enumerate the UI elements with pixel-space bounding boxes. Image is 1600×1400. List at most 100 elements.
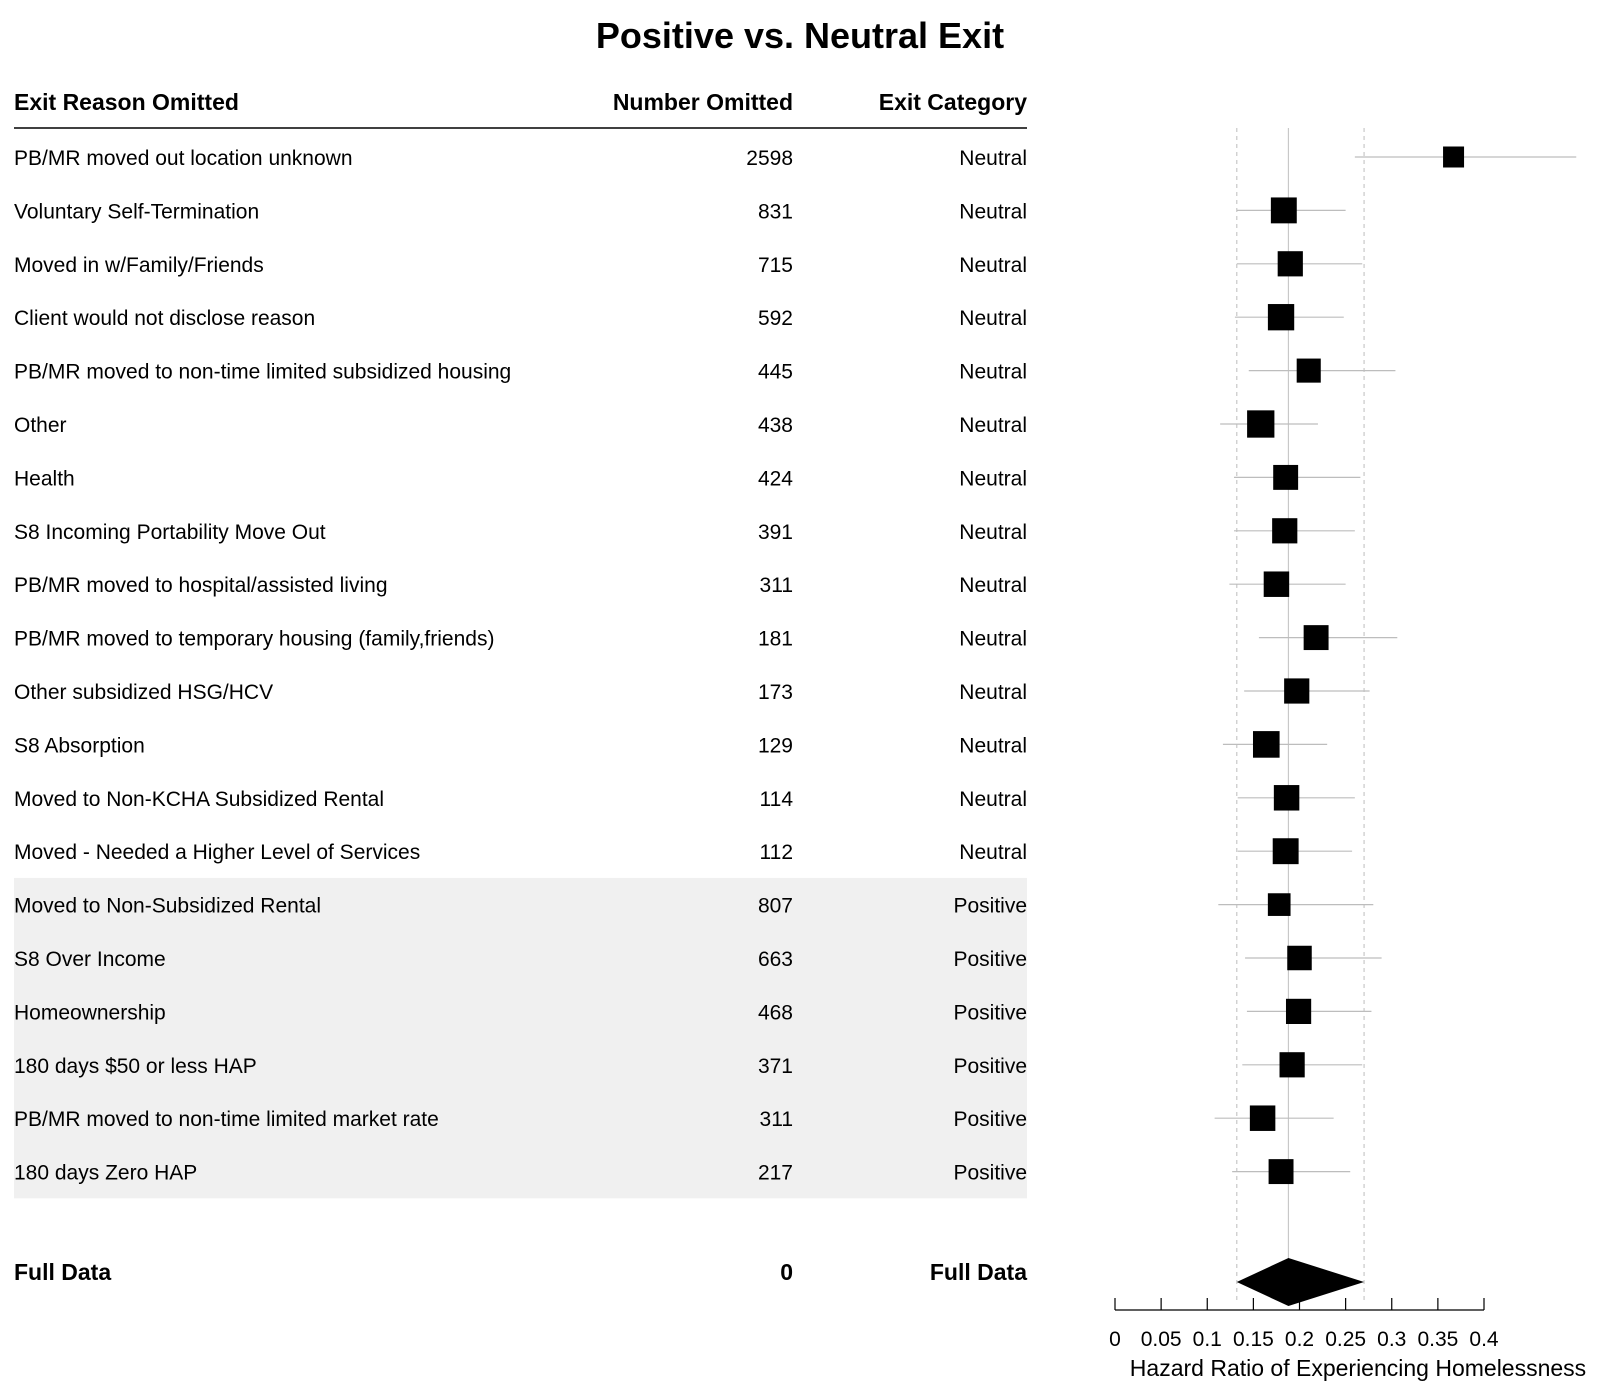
point-estimate-marker — [1287, 945, 1312, 971]
table-row: S8 Over Income 663 Positive — [14, 945, 1382, 971]
table-row: PB/MR moved out location unknown 2598 Neut… — [14, 146, 1577, 170]
row-number-omitted: 715 — [758, 254, 793, 277]
point-estimate-marker — [1247, 410, 1275, 438]
row-exit-category: Positive — [953, 1108, 1027, 1131]
point-estimate-marker — [1277, 251, 1303, 277]
row-number-omitted: 807 — [758, 895, 793, 918]
row-exit-reason: S8 Incoming Portability Move Out — [14, 521, 326, 544]
row-number-omitted: 114 — [760, 788, 794, 811]
table-row: Client would not disclose reason 592 Neutr… — [14, 304, 1344, 331]
table-row: PB/MR moved to temporary housing (family… — [14, 625, 1398, 651]
column-headers: Exit Reason Omitted Number Omitted Exit … — [14, 89, 1027, 115]
row-exit-category: Positive — [953, 1055, 1027, 1078]
point-estimate-marker — [1263, 571, 1290, 597]
x-tick-label: 0.35 — [1417, 1328, 1458, 1351]
row-number-omitted: 424 — [758, 467, 793, 490]
row-exit-reason: 180 days $50 or less HAP — [14, 1055, 257, 1078]
point-estimate-marker — [1296, 358, 1321, 383]
row-exit-reason: 180 days Zero HAP — [14, 1162, 197, 1185]
point-estimate-marker — [1443, 146, 1465, 168]
summary-diamond — [1236, 1258, 1365, 1306]
row-number-omitted: 311 — [760, 1108, 793, 1131]
table-row: 180 days $50 or less HAP 371 Positive — [14, 1052, 1363, 1078]
x-tick-label: 0.05 — [1141, 1328, 1182, 1351]
point-estimate-marker — [1279, 1052, 1305, 1078]
table-row: PB/MR moved to non-time limited subsidiz… — [14, 358, 1396, 384]
row-exit-reason: Other subsidized HSG/HCV — [14, 681, 273, 704]
table-row: Moved in w/Family/Friends 715 Neutral — [14, 251, 1363, 277]
x-tick-label: 0.2 — [1285, 1328, 1314, 1351]
table-row: S8 Absorption 129 Neutral — [14, 731, 1328, 758]
row-number-omitted: 371 — [758, 1055, 793, 1078]
row-exit-category: Neutral — [959, 521, 1027, 544]
table-row: Other 438 Neutral — [14, 410, 1318, 438]
point-estimate-marker — [1249, 1105, 1276, 1131]
header-number-omitted: Number Omitted — [613, 89, 793, 115]
point-estimate-marker — [1272, 518, 1298, 544]
summary-reason: Full Data — [14, 1259, 111, 1285]
x-tick-label: 0.4 — [1469, 1328, 1499, 1351]
row-number-omitted: 217 — [758, 1162, 793, 1185]
table-row: Voluntary Self-Termination 831 Neutral — [14, 197, 1346, 223]
row-exit-category: Neutral — [959, 254, 1027, 277]
table-row: Moved to Non-KCHA Subsidized Rental 114 Ne… — [14, 785, 1355, 811]
table-row: Health 424 Neutral — [14, 464, 1361, 490]
row-exit-reason: Moved in w/Family/Friends — [14, 254, 264, 277]
row-number-omitted: 173 — [758, 681, 793, 704]
row-exit-category: Neutral — [959, 307, 1027, 330]
row-number-omitted: 2598 — [746, 147, 793, 170]
row-exit-reason: S8 Over Income — [14, 948, 166, 971]
row-exit-reason: Homeownership — [14, 1001, 166, 1024]
point-estimate-marker — [1273, 464, 1299, 490]
point-estimate-marker — [1303, 625, 1329, 651]
row-exit-category: Positive — [953, 948, 1027, 971]
row-exit-category: Neutral — [959, 361, 1027, 384]
row-exit-reason: PB/MR moved to temporary housing (family… — [14, 628, 494, 651]
row-number-omitted: 592 — [758, 307, 793, 330]
row-exit-category: Positive — [953, 1162, 1027, 1185]
row-exit-category: Neutral — [959, 681, 1027, 704]
x-axis: 0 0.05 0.1 0.15 0.2 0.25 0.3 0.35 0.4 — [1109, 1298, 1499, 1351]
row-number-omitted: 663 — [758, 948, 793, 971]
point-estimate-marker — [1252, 731, 1280, 758]
positive-rows-shading — [14, 877, 1027, 1199]
table-row: Homeownership 468 Positive — [14, 998, 1372, 1024]
point-estimate-marker — [1273, 785, 1300, 811]
table-row: S8 Incoming Portability Move Out 391 Neutr… — [14, 518, 1355, 544]
point-estimate-marker — [1268, 1159, 1294, 1185]
summary-category: Full Data — [930, 1259, 1027, 1285]
row-exit-category: Neutral — [959, 414, 1027, 437]
row-exit-category: Neutral — [959, 147, 1027, 170]
summary-row: Full Data 0 Full Data — [14, 1258, 1365, 1306]
row-exit-category: Positive — [953, 1001, 1027, 1024]
row-number-omitted: 831 — [758, 200, 793, 223]
x-tick-label: 0.1 — [1193, 1328, 1222, 1351]
table-row: Moved to Non-Subsidized Rental 807 Positiv… — [14, 893, 1374, 918]
table-row: Moved - Needed a Higher Level of Service… — [14, 838, 1353, 865]
point-estimate-marker — [1284, 678, 1310, 704]
row-number-omitted: 311 — [760, 574, 793, 597]
row-exit-reason: Moved to Non-Subsidized Rental — [14, 895, 321, 918]
positive-block-shading — [14, 877, 1027, 1199]
header-exit-category: Exit Category — [879, 89, 1027, 115]
row-number-omitted: 181 — [758, 628, 793, 651]
row-exit-reason: PB/MR moved to non-time limited market r… — [14, 1108, 439, 1131]
row-number-omitted: 391 — [758, 521, 793, 544]
summary-number: 0 — [780, 1259, 793, 1285]
chart-title: Positive vs. Neutral Exit — [596, 15, 1004, 56]
row-exit-reason: PB/MR moved to non-time limited subsidiz… — [14, 361, 511, 384]
row-exit-category: Neutral — [959, 628, 1027, 651]
point-estimate-marker — [1272, 838, 1299, 865]
x-tick-label: 0.15 — [1233, 1328, 1274, 1351]
row-number-omitted: 438 — [758, 414, 793, 437]
row-exit-category: Neutral — [959, 574, 1027, 597]
row-exit-reason: Other — [14, 414, 67, 437]
point-estimate-marker — [1270, 197, 1297, 224]
row-exit-reason: Moved - Needed a Higher Level of Service… — [14, 841, 420, 864]
row-exit-reason: PB/MR moved out location unknown — [14, 147, 353, 170]
point-estimate-marker — [1267, 304, 1295, 331]
row-exit-reason: Client would not disclose reason — [14, 307, 315, 330]
x-tick-label: 0.25 — [1325, 1328, 1366, 1351]
header-exit-reason: Exit Reason Omitted — [14, 89, 239, 115]
row-exit-category: Neutral — [959, 467, 1027, 490]
